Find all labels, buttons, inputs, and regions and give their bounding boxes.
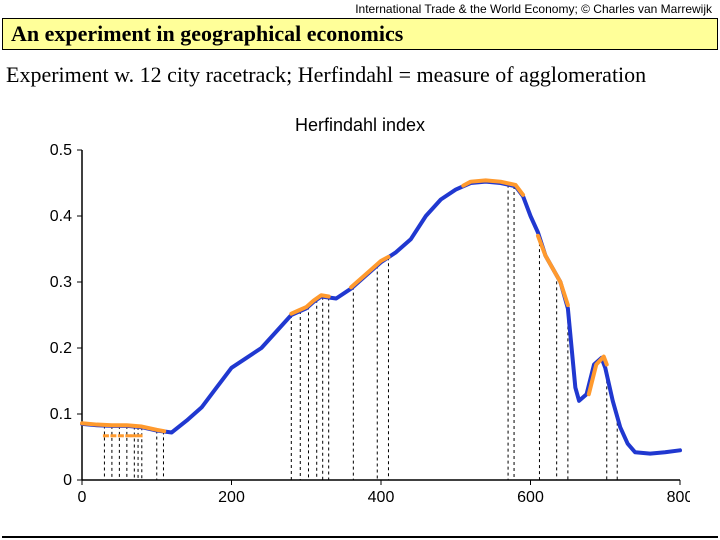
svg-text:200: 200 [218, 489, 245, 506]
chart-svg: 0 0.1 0.2 0.3 0.4 0.5 0 200 400 600 800 [30, 144, 690, 514]
svg-text:0.1: 0.1 [50, 406, 72, 423]
svg-text:0: 0 [63, 472, 72, 489]
svg-text:0: 0 [78, 489, 87, 506]
subtitle-text: Experiment w. 12 city racetrack; Herfind… [6, 62, 646, 88]
svg-text:0.2: 0.2 [50, 340, 72, 357]
slide-title: An experiment in geographical economics [11, 21, 403, 47]
svg-text:0.4: 0.4 [50, 208, 72, 225]
svg-text:600: 600 [517, 489, 544, 506]
chart-title: Herfindahl index [30, 115, 690, 136]
svg-text:400: 400 [368, 489, 395, 506]
slide-footer-line [2, 536, 718, 538]
title-bar: An experiment in geographical economics [2, 18, 718, 50]
svg-text:800: 800 [667, 489, 690, 506]
herfindahl-chart: Herfindahl index 0 0.1 0.2 0.3 0.4 0.5 0 200 400… [30, 115, 690, 535]
svg-text:0.3: 0.3 [50, 274, 72, 291]
attribution-text: International Trade & the World Economy;… [355, 2, 712, 16]
svg-text:0.5: 0.5 [50, 144, 72, 159]
